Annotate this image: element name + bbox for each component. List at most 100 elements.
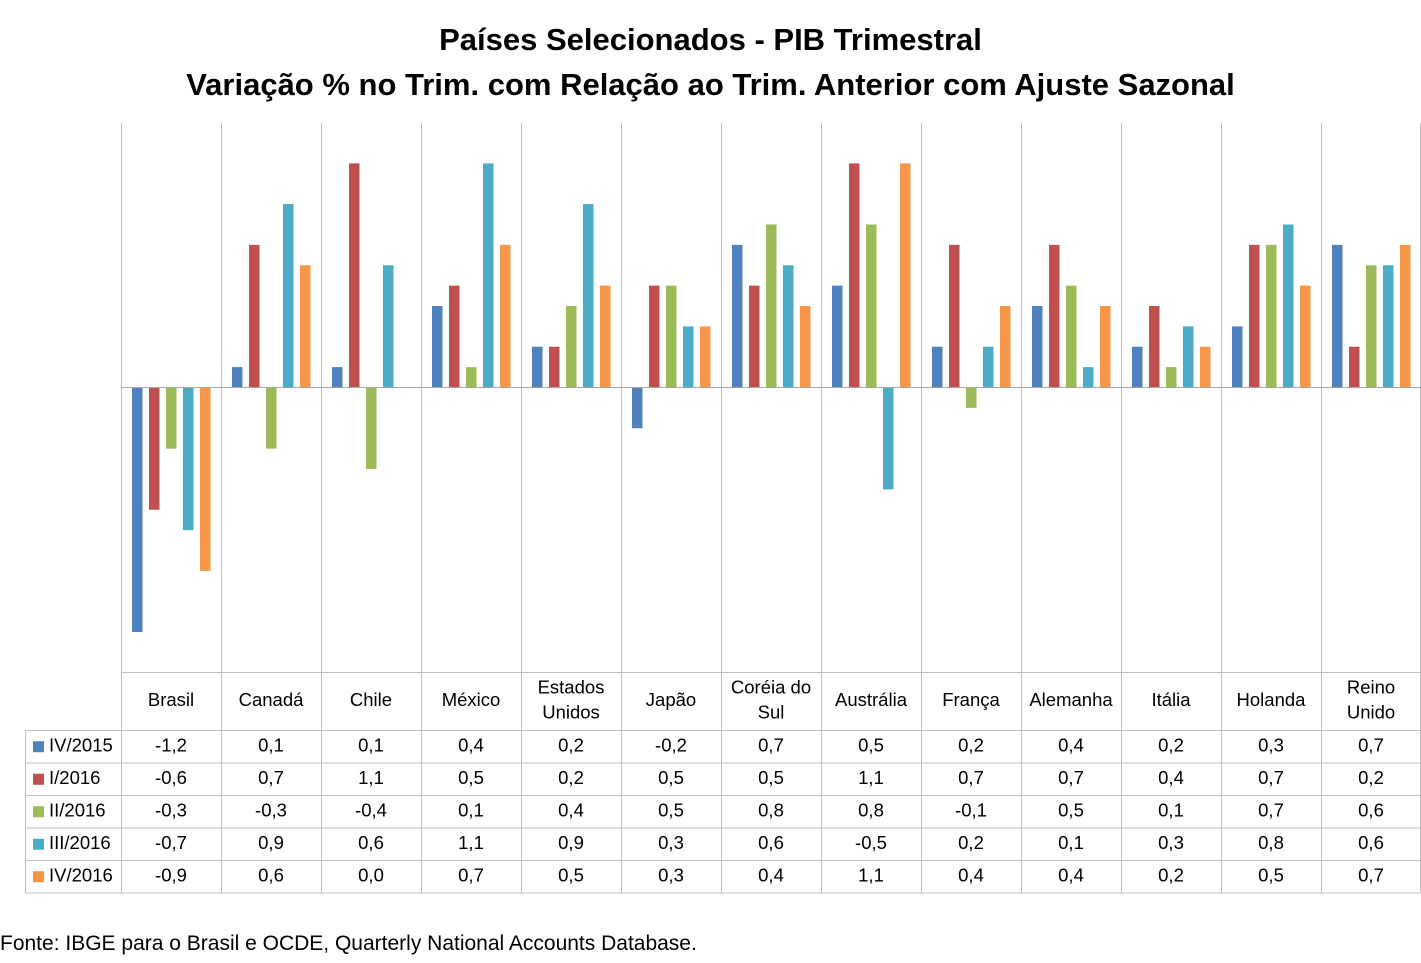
table-value: 0,4 xyxy=(1158,767,1184,788)
table-value: 0,2 xyxy=(558,735,584,756)
table-value: 0,4 xyxy=(958,865,984,886)
bar xyxy=(300,265,311,388)
category-label: Sul xyxy=(758,701,785,722)
table-value: 0,3 xyxy=(1258,735,1284,756)
chart-subtitle: Variação % no Trim. com Relação ao Trim.… xyxy=(186,67,1235,102)
table-value: -0,6 xyxy=(155,767,187,788)
bar xyxy=(1249,244,1260,388)
bar xyxy=(1049,244,1060,388)
bar xyxy=(949,244,960,388)
table-value: 0,1 xyxy=(258,735,284,756)
category-label: Unidos xyxy=(542,701,600,722)
table-value: 1,1 xyxy=(858,767,884,788)
bar xyxy=(483,163,494,388)
table-value: 0,5 xyxy=(658,800,684,821)
category-label: Canadá xyxy=(239,689,305,710)
bar xyxy=(1283,224,1294,388)
category-label: Reino xyxy=(1347,676,1395,697)
table-value: 0,2 xyxy=(958,832,984,853)
bar xyxy=(1383,265,1394,388)
table-value: 0,5 xyxy=(558,865,584,886)
legend-label: I/2016 xyxy=(49,767,100,788)
bar xyxy=(1232,326,1243,388)
bar xyxy=(732,244,743,388)
table-value: 0,6 xyxy=(758,832,784,853)
bar xyxy=(466,367,477,388)
table-value: 0,4 xyxy=(1058,735,1084,756)
table-value: 0,7 xyxy=(1258,767,1284,788)
bar xyxy=(600,285,611,388)
table-value: -0,5 xyxy=(855,832,887,853)
bar xyxy=(183,387,194,531)
table-value: 1,1 xyxy=(458,832,484,853)
category-label: México xyxy=(442,689,501,710)
category-label: Holanda xyxy=(1237,689,1307,710)
table-value: 0,6 xyxy=(258,865,284,886)
table-value: -0,3 xyxy=(255,800,287,821)
category-label: Brasil xyxy=(148,689,194,710)
table-value: 0,7 xyxy=(1058,767,1084,788)
table-value: 0,9 xyxy=(558,832,584,853)
table-value: 0,2 xyxy=(958,735,984,756)
table-value: -0,3 xyxy=(155,800,187,821)
bar xyxy=(1183,326,1194,388)
category-label: Estados xyxy=(538,676,605,697)
legend-swatch xyxy=(33,806,44,818)
bar xyxy=(1332,244,1343,388)
table-value: 0,5 xyxy=(1058,800,1084,821)
table-value: 0,7 xyxy=(1358,735,1384,756)
bar xyxy=(132,387,143,632)
bar xyxy=(866,224,877,388)
legend-label: IV/2016 xyxy=(49,865,113,886)
table-value: 0,5 xyxy=(658,767,684,788)
table-value: 0,2 xyxy=(558,767,584,788)
bar xyxy=(583,204,594,388)
table-value: 0,0 xyxy=(358,865,384,886)
table-value: 0,1 xyxy=(1158,800,1184,821)
category-label: Chile xyxy=(350,689,392,710)
category-label: Coréia do xyxy=(731,676,811,697)
table-value: 0,5 xyxy=(1258,865,1284,886)
bar xyxy=(766,224,777,388)
bar xyxy=(232,367,243,388)
bar xyxy=(149,387,160,510)
bar xyxy=(1100,306,1111,388)
table-value: 0,7 xyxy=(1258,800,1284,821)
bar xyxy=(1300,285,1311,388)
bar xyxy=(1032,306,1043,388)
table-value: 0,3 xyxy=(1158,832,1184,853)
bar xyxy=(283,204,294,388)
legend-swatch xyxy=(33,741,44,753)
category-label: Itália xyxy=(1151,689,1191,710)
bar xyxy=(800,306,811,388)
table-value: 0,4 xyxy=(758,865,784,886)
table-value: 0,9 xyxy=(258,832,284,853)
bar xyxy=(432,306,443,388)
bar xyxy=(1266,244,1277,388)
bar xyxy=(883,387,894,490)
table-value: -0,2 xyxy=(655,735,687,756)
source-note: Fonte: IBGE para o Brasil e OCDE, Quarte… xyxy=(0,932,697,955)
table-value: 0,7 xyxy=(458,865,484,886)
bar xyxy=(666,285,677,388)
category-label: Alemanha xyxy=(1029,689,1113,710)
chart-title: Países Selecionados - PIB Trimestral xyxy=(439,22,982,57)
table-value: -0,4 xyxy=(355,800,387,821)
bar xyxy=(549,346,560,388)
bar xyxy=(932,346,943,388)
bar xyxy=(166,387,177,449)
table-value: 0,5 xyxy=(758,767,784,788)
legend-swatch xyxy=(33,773,44,785)
legend-swatch xyxy=(33,871,44,883)
bar xyxy=(449,285,460,388)
table-value: 0,8 xyxy=(1258,832,1284,853)
bar xyxy=(700,326,711,388)
bar xyxy=(983,346,994,388)
category-label: França xyxy=(942,689,1000,710)
table-value: 0,1 xyxy=(358,735,384,756)
table-value: 0,7 xyxy=(1358,865,1384,886)
bar xyxy=(749,285,760,388)
bar xyxy=(1366,265,1377,388)
bar xyxy=(249,244,260,388)
table-value: 0,7 xyxy=(758,735,784,756)
